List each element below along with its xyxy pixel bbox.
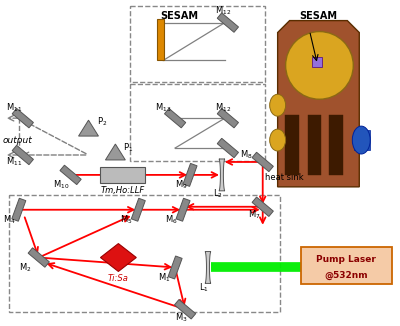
Bar [354,130,370,150]
Polygon shape [100,244,136,272]
Polygon shape [28,248,49,267]
Polygon shape [164,109,186,128]
Text: M$_{5}$: M$_{5}$ [120,214,133,226]
Text: L$_{1}$: L$_{1}$ [199,281,209,294]
Text: @532nm: @532nm [324,271,368,280]
Polygon shape [217,138,238,158]
Text: M$_{2}$: M$_{2}$ [19,261,31,274]
Polygon shape [60,165,81,185]
Text: M$_{11}$: M$_{11}$ [6,156,22,168]
Text: M$_{4}$: M$_{4}$ [3,214,16,226]
Text: Ti:Sa: Ti:Sa [108,274,129,283]
Ellipse shape [270,129,286,151]
Polygon shape [252,197,273,216]
Text: heat sink: heat sink [265,173,303,182]
Circle shape [286,32,353,99]
Text: P$_2$: P$_2$ [98,116,108,128]
Bar [285,115,298,175]
Text: M$_{12}$: M$_{12}$ [215,4,231,17]
Polygon shape [12,198,26,221]
Ellipse shape [270,94,286,116]
Polygon shape [131,198,145,221]
Polygon shape [278,21,359,187]
Bar [330,115,343,175]
Bar [9,195,280,312]
Text: SESAM: SESAM [160,11,198,21]
Text: M$_{11}$: M$_{11}$ [6,102,22,114]
Text: L$_{2}$: L$_{2}$ [213,188,223,200]
Polygon shape [106,144,125,160]
Polygon shape [12,109,34,128]
Ellipse shape [352,126,370,154]
Bar [312,57,322,67]
Text: M$_{10}$: M$_{10}$ [53,179,69,191]
Bar [100,167,145,183]
Text: output: output [3,136,33,144]
Polygon shape [176,198,190,221]
Polygon shape [78,120,98,136]
Polygon shape [217,109,238,128]
Polygon shape [174,300,196,319]
Polygon shape [252,152,273,172]
Polygon shape [205,252,211,283]
Text: M$_{13}$: M$_{13}$ [155,102,172,114]
Polygon shape [217,13,238,32]
Bar [308,115,322,175]
Text: SESAM: SESAM [300,11,338,21]
Text: M$_{9}$: M$_{9}$ [175,179,188,191]
Bar [157,19,164,60]
Polygon shape [183,163,197,186]
Text: M$_{6}$: M$_{6}$ [165,214,178,226]
Text: M$_{1}$: M$_{1}$ [158,271,171,284]
FancyBboxPatch shape [300,246,392,284]
Text: P$_1$: P$_1$ [123,142,134,154]
Polygon shape [168,256,182,279]
Text: M$_{7}$: M$_{7}$ [248,208,260,221]
Text: Tm,Ho:LLF: Tm,Ho:LLF [100,186,144,195]
Polygon shape [12,145,34,165]
Text: M$_{12}$: M$_{12}$ [215,102,231,114]
Bar [130,84,265,161]
Text: Pump Laser: Pump Laser [316,255,376,264]
Text: M$_{3}$: M$_{3}$ [175,311,188,323]
Text: M$_{8}$: M$_{8}$ [240,149,252,161]
Polygon shape [219,159,225,191]
Bar [130,6,265,82]
